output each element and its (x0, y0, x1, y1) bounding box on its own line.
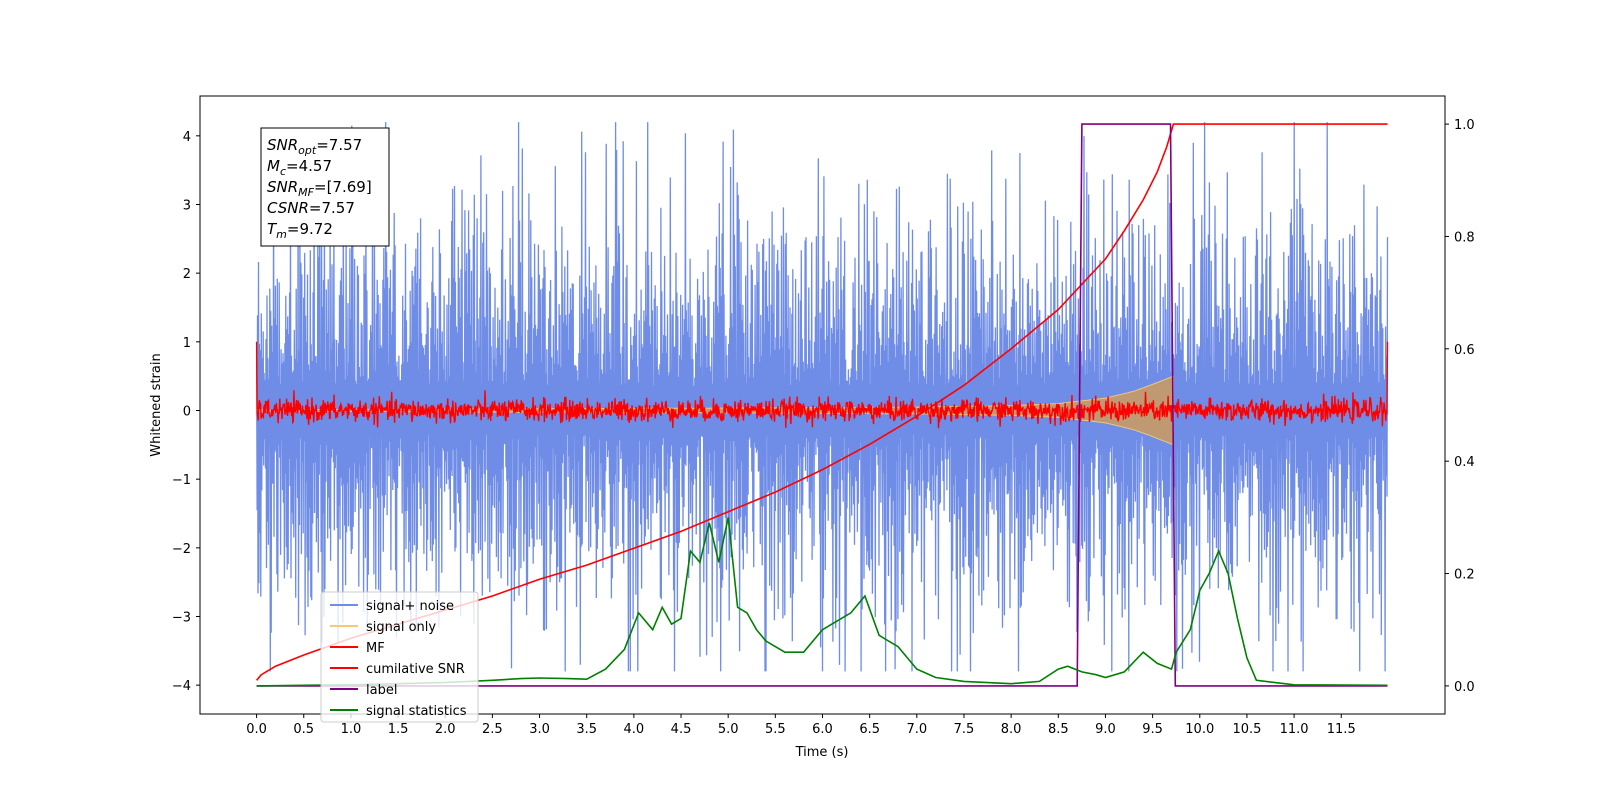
x-tick-label: 6.0 (812, 722, 833, 737)
y2-tick-label: 0.4 (1454, 455, 1475, 470)
y-tick-label: −4 (172, 679, 191, 694)
y-tick-label: −2 (172, 542, 191, 557)
x-tick-label: 3.5 (576, 722, 597, 737)
x-tick-label: 4.5 (671, 722, 692, 737)
x-tick-label: 3.0 (529, 722, 550, 737)
legend-entry: signal only (366, 620, 436, 635)
series-signal-statistics-line (256, 517, 1388, 687)
x-tick-label: 8.5 (1048, 722, 1069, 737)
y-axis-left: −4 −3 −2 −1 0 1 2 3 4 (172, 130, 200, 694)
legend-entry: signal+ noise (366, 599, 454, 614)
legend-entry: signal statistics (366, 704, 467, 719)
legend-frame (320, 591, 479, 723)
x-tick-label: 11.0 (1280, 722, 1309, 737)
x-tick-label: 7.5 (954, 722, 975, 737)
x-tick-label: 2.5 (482, 722, 503, 737)
y-tick-label: 4 (183, 130, 191, 145)
x-tick-label: 0.5 (293, 722, 314, 737)
x-tick-label: 9.5 (1142, 722, 1163, 737)
series-mf-line (255, 341, 1389, 429)
x-tick-label: 4.0 (624, 722, 645, 737)
legend-entry: label (366, 683, 397, 698)
x-tick-label: 1.0 (341, 722, 362, 737)
annotation-line: Tm=9.72 (267, 220, 333, 241)
x-tick-label: 10.0 (1185, 722, 1214, 737)
y-tick-label: −1 (172, 473, 191, 488)
x-tick-label: 8.0 (1001, 722, 1022, 737)
x-tick-label: 11.5 (1327, 722, 1356, 737)
x-tick-label: 5.0 (718, 722, 739, 737)
x-tick-label: 0.0 (246, 722, 267, 737)
annotation-line: CSNR=7.57 (267, 199, 355, 217)
y-tick-label: 2 (183, 267, 191, 282)
legend-entry: cumilative SNR (366, 662, 465, 677)
y2-tick-label: 0.2 (1454, 568, 1475, 583)
annotation-line: SNRMF=[7.69] (267, 178, 372, 199)
y2-tick-label: 1.0 (1454, 118, 1475, 133)
annotation-line: SNRopt=7.57 (267, 136, 362, 157)
legend-entry: MF (366, 641, 385, 656)
y-axis-label: Whitened strain (149, 353, 164, 456)
x-tick-label: 2.0 (435, 722, 456, 737)
x-axis: 0.0 0.5 1.0 1.5 2.0 2.5 3.0 3.5 4.0 4.5 5.0 5.5 6.0 6… (246, 714, 1356, 737)
x-tick-label: 1.5 (388, 722, 409, 737)
y2-tick-label: 0.6 (1454, 343, 1475, 358)
annotation-frame (260, 127, 390, 247)
annotation-line: Mc=4.57 (267, 157, 332, 178)
y2-tick-label: 0.0 (1454, 680, 1475, 695)
y-tick-label: 3 (183, 198, 191, 213)
x-tick-label: 5.5 (765, 722, 786, 737)
y2-tick-label: 0.8 (1454, 230, 1475, 245)
y-tick-label: −3 (172, 610, 191, 625)
x-tick-label: 7.0 (906, 722, 927, 737)
x-axis-label: Time (s) (795, 745, 849, 760)
y-tick-label: 1 (183, 336, 191, 351)
legend: signal+ noise signal only MF cumilative SNR… (320, 591, 479, 723)
y-tick-label: 0 (183, 404, 191, 419)
x-tick-label: 6.5 (859, 722, 880, 737)
x-tick-label: 10.5 (1232, 722, 1261, 737)
y-axis-right: 0.0 0.2 0.4 0.6 0.8 1.0 (1445, 118, 1475, 695)
series-label-line (256, 123, 1388, 687)
x-tick-label: 9.0 (1095, 722, 1116, 737)
series-signal-noise-line (255, 122, 1389, 672)
